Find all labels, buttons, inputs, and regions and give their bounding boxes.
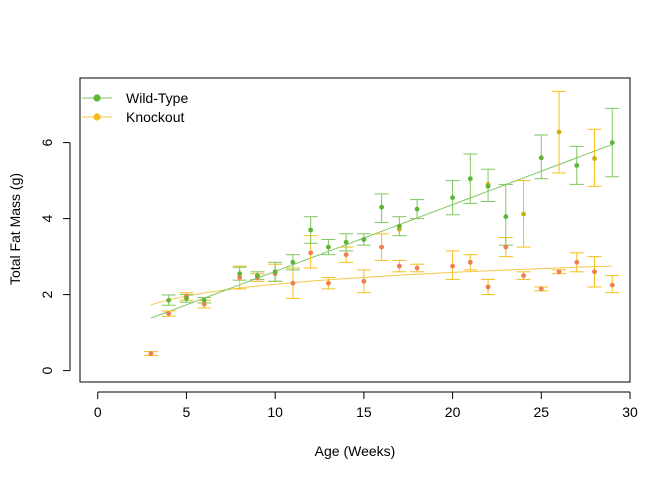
y-axis-title: Total Fat Mass (g) (7, 173, 23, 285)
knockout-point (538, 286, 544, 292)
knockout-point (343, 252, 349, 258)
y-tick-label: 0 (39, 366, 55, 374)
knockout-point (467, 259, 473, 265)
wild-type-point (237, 271, 243, 277)
wild-type-point (290, 259, 296, 265)
knockout-point (201, 301, 207, 307)
x-tick-label: 0 (94, 404, 102, 420)
wild-type-point (450, 195, 455, 201)
legend-marker-knockout (93, 113, 101, 121)
knockout-point (361, 278, 367, 284)
knockout-point (592, 269, 597, 275)
x-tick-label: 10 (267, 404, 283, 420)
legend-label-knockout: Knockout (126, 109, 184, 125)
x-tick-label: 30 (622, 404, 638, 420)
knockout-point (521, 273, 526, 278)
axes: 0 5 10 15 20 25 30 0 2 4 6 (39, 77, 638, 420)
plot-frame (79, 77, 631, 383)
wild-type-point (272, 269, 278, 275)
wild-type-point (503, 214, 509, 220)
wild-type-point (325, 244, 331, 250)
knockout-point (325, 280, 331, 286)
x-tick-label: 25 (534, 404, 550, 420)
wild-type-point (574, 163, 580, 168)
x-axis-title: Age (Weeks) (315, 443, 396, 459)
wild-type-point (538, 155, 544, 161)
legend-marker-wild-type (93, 94, 101, 102)
y-tick-label: 4 (39, 214, 55, 222)
knockout-point (290, 280, 296, 286)
knockout-point (556, 269, 562, 275)
legend-label-wild-type: Wild-Type (126, 90, 188, 106)
wild-type-point (361, 237, 367, 242)
wild-type-point (414, 206, 420, 212)
knockout-point (308, 250, 314, 256)
wild-type-fit-line (150, 144, 613, 319)
knockout-point (574, 259, 580, 265)
wild-type-point (343, 239, 349, 245)
wild-type-point (467, 176, 473, 182)
knockout-fit-curve (150, 265, 613, 306)
knockout-point (556, 129, 562, 135)
knockout-point (396, 263, 402, 269)
wild-type-point (308, 227, 314, 233)
x-tick-label: 20 (445, 404, 461, 420)
knockout-point (148, 351, 154, 356)
legend: Wild-Type Knockout (82, 90, 188, 125)
knockout-point (609, 282, 615, 288)
wild-type-point (379, 204, 385, 210)
knockout-point (237, 275, 243, 280)
plot-area (143, 90, 620, 356)
y-tick-label: 2 (39, 290, 55, 298)
wild-type-point (255, 273, 260, 278)
wild-type-point (609, 140, 615, 146)
wild-type-point (396, 223, 402, 229)
x-tick-label: 15 (356, 404, 372, 420)
knockout-point (166, 311, 172, 316)
wild-type-point (184, 296, 189, 301)
knockout-point (592, 156, 597, 161)
wild-type-point (166, 297, 172, 303)
wild-type-point (485, 183, 491, 189)
knockout-point (379, 244, 385, 250)
knockout-point (521, 211, 526, 217)
knockout-point (450, 263, 455, 269)
x-tick-label: 5 (183, 404, 191, 420)
knockout-point (503, 244, 509, 250)
y-tick-label: 6 (39, 138, 55, 146)
knockout-point (414, 265, 420, 271)
wild-type-point (201, 297, 207, 303)
knockout-point (485, 284, 491, 290)
